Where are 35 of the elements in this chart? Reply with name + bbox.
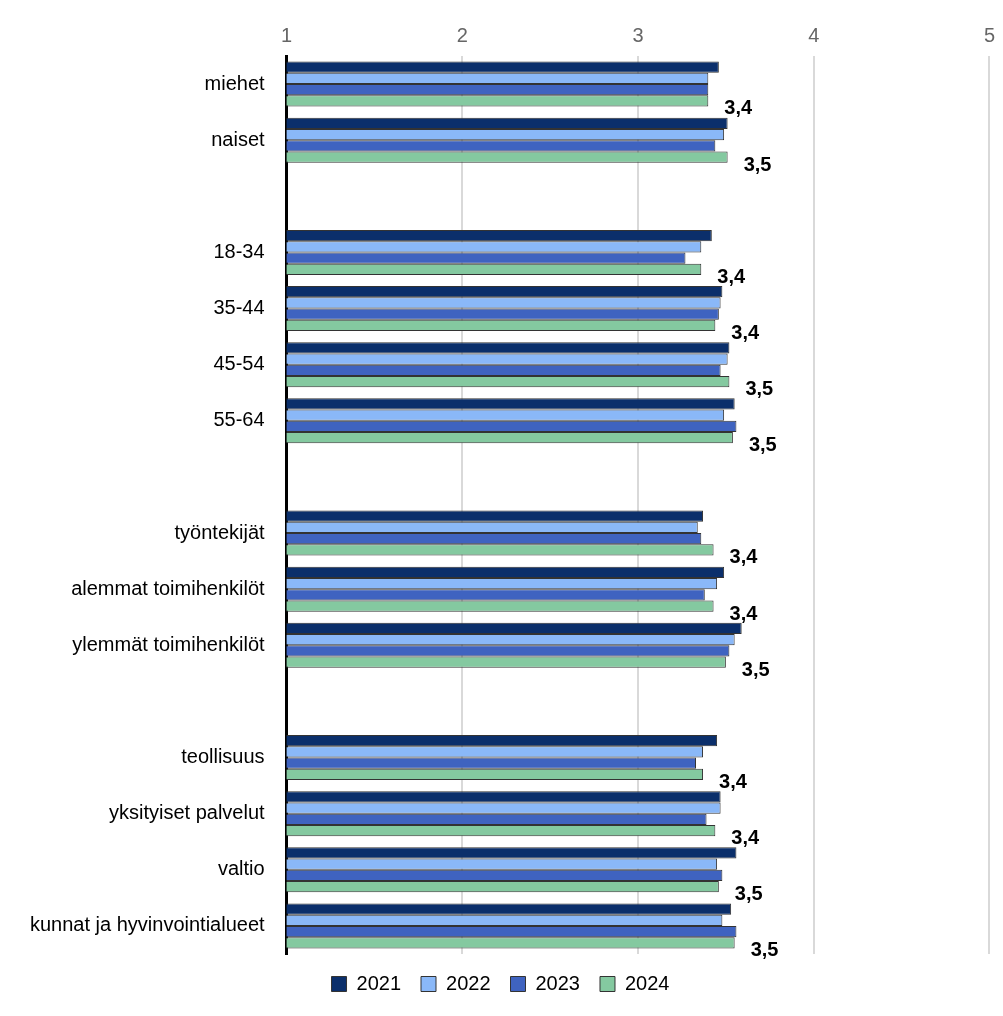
data-label: 3,4 (731, 320, 761, 343)
y-tick-label: työntekijät (174, 520, 266, 543)
data-label: 3,4 (724, 96, 753, 119)
data-label: 3,4 (717, 264, 746, 287)
data-label: 3,5 (745, 377, 774, 400)
x-tick-label: 2 (456, 23, 468, 46)
data-label: 3,5 (734, 882, 763, 905)
x-tick-label: 1 (281, 23, 293, 46)
legend-label: 2023 (535, 971, 580, 994)
x-tick-label: 5 (983, 23, 995, 46)
y-tick-label: 55-64 (213, 408, 265, 431)
y-tick-label: kunnat ja hyvinvointialueet (29, 913, 266, 936)
y-tick-label: ylemmät toimihenkilöt (72, 632, 266, 655)
y-tick-label: 18-34 (213, 239, 265, 262)
y-tick-label: yksityiset palvelut (108, 801, 266, 824)
legend-label: 2024 (624, 971, 670, 994)
y-tick-label: naiset (211, 127, 266, 150)
x-tick-label: 3 (632, 23, 644, 46)
legend-label: 2021 (356, 971, 402, 994)
data-label: 3,4 (729, 545, 759, 568)
y-tick-label: teollisuus (181, 745, 265, 768)
data-label: 3,4 (731, 826, 761, 849)
y-tick-label: valtio (217, 857, 265, 880)
y-tick-label: 45-54 (213, 352, 265, 375)
legend-label: 2022 (446, 971, 491, 994)
x-tick-label: 4 (808, 23, 820, 46)
data-label: 3,4 (719, 769, 748, 792)
data-label: 3,5 (750, 938, 779, 961)
y-tick-label: alemmat toimihenkilöt (71, 576, 266, 599)
data-label: 3,5 (743, 152, 772, 175)
y-tick-label: 35-44 (213, 296, 265, 319)
data-label: 3,5 (748, 433, 777, 456)
data-label: 3,5 (741, 657, 770, 680)
y-tick-label: miehet (204, 71, 266, 94)
data-label: 3,4 (729, 601, 759, 624)
